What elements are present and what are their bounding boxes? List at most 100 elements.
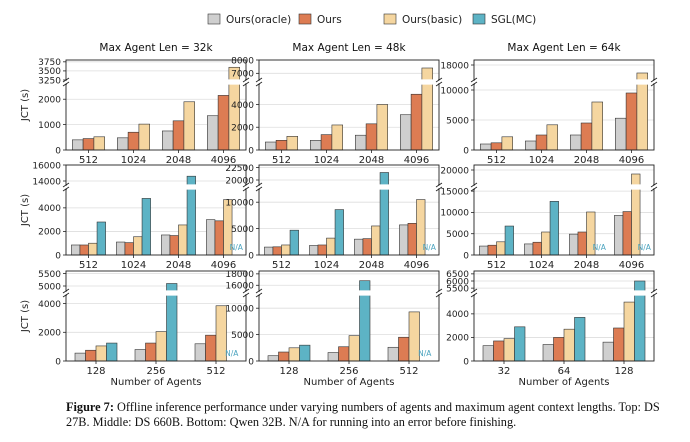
y-tick-label: 4000 [38,204,61,214]
axis-break-mark [650,288,658,294]
bar [207,115,219,151]
panel-title: Max Agent Len = 48k [292,42,406,54]
bar [116,241,126,256]
bar [574,317,586,362]
x-tick-label: 512 [272,155,291,166]
bar [217,95,230,151]
bar [549,201,559,256]
bar-upper-segment [421,67,433,81]
na-label: N/A [638,243,652,252]
bar [288,347,300,362]
panel-title: Max Agent Len = 32k [99,42,213,54]
caption-text: Offline inference performance under vary… [66,400,660,429]
bar [267,355,279,362]
bar [542,344,554,362]
y-tick-label: 5500 [446,284,469,294]
bar [286,136,298,151]
bar [162,130,174,151]
bar [275,140,288,151]
y-tick-label: 0 [55,251,61,261]
bar [281,244,291,256]
bar [172,120,185,151]
bar [490,142,503,151]
bar [623,301,635,362]
x-tick-label: 4096 [211,155,236,166]
x-tick-label: 4096 [404,155,429,166]
y-tick-label: 20000 [440,166,469,176]
x-tick-label: 2048 [166,260,191,271]
y-tick-label: 2000 [38,329,61,339]
axis-break-mark [470,292,478,298]
x-tick-label: 128 [614,366,633,377]
chart-panel-5: N/A 0 5000 10000 20000 22500 512 1024 2048 4096 [225,164,443,271]
x-tick-label: 1024 [529,155,554,166]
bar [161,234,171,256]
x-tick-label: 512 [206,366,225,377]
bar [79,244,89,256]
bar [410,93,423,151]
y-tick-label: 10000 [225,199,254,209]
y-tick-label: 10000 [225,305,254,315]
bar [183,101,195,151]
chart-panel-6: N/A N/A 0 5000 10000 15000 20000 512 1024 2048 409… [440,164,658,271]
bar-lower-segment [636,83,649,151]
bar-lower-segment [228,83,240,151]
bar [264,141,277,151]
x-tick-label: 4096 [619,260,644,271]
bar [272,246,282,256]
bar-lower-segment [634,294,646,362]
axis-break-mark [62,288,70,294]
axis-break-mark [435,288,443,294]
bar [532,241,542,256]
chart-panel-8: N/A 0 5000 10000 16000 18000 128 256 512 Number o… [225,270,443,388]
bar-upper-segment [166,283,178,292]
upper-axes-frame [65,59,247,81]
x-tick-label: 4096 [211,260,236,271]
x-tick-label: 512 [399,366,418,377]
y-axis-label: JCT (s) [20,89,31,122]
bar-upper-segment [636,72,649,81]
bar [299,344,311,362]
chart-panel-7: N/A 0 2000 4000 5000 5500 128 256 512 JCT (s) Numb… [20,270,250,388]
y-tick-label: 2000 [38,228,61,238]
y-tick-label: 4000 [38,300,61,310]
caption-label: Figure 7: [66,400,114,414]
x-tick-label: 1024 [314,260,339,271]
axis-break-mark [435,292,443,298]
x-tick-label: 512 [79,155,98,166]
legend-swatch-2 [383,13,397,25]
legend-swatch-3 [472,13,486,25]
bar [127,131,140,151]
bar [331,124,343,151]
bar [398,336,410,362]
bar [479,143,492,151]
axis-break-mark [435,81,443,87]
bar [309,245,319,256]
axis-break-mark [470,288,478,294]
figure-caption: Figure 7: Offline inference performance … [66,400,666,430]
bar-lower-segment [421,83,433,151]
y-tick-label: 0 [55,357,61,367]
legend: Ours(oracle) Ours Ours(basic) SGL(MC) [207,13,536,26]
na-label: N/A [423,243,437,252]
bar [487,244,497,256]
bar [569,134,582,151]
bar [553,337,565,362]
bar [169,235,179,256]
axis-break-mark [470,182,478,188]
y-tick-label: 5000 [231,225,254,235]
upper-axes-frame [473,59,655,81]
y-tick-label: 0 [248,251,254,261]
bar [338,346,350,362]
y-axis-label: JCT (s) [20,300,31,333]
bar [524,140,537,151]
x-tick-label: 1024 [314,155,339,166]
bar [82,138,95,151]
y-tick-label: 5000 [446,230,469,240]
bar [327,352,339,362]
na-label: N/A [230,243,244,252]
bar [74,352,86,362]
upper-axes-frame [65,270,247,292]
